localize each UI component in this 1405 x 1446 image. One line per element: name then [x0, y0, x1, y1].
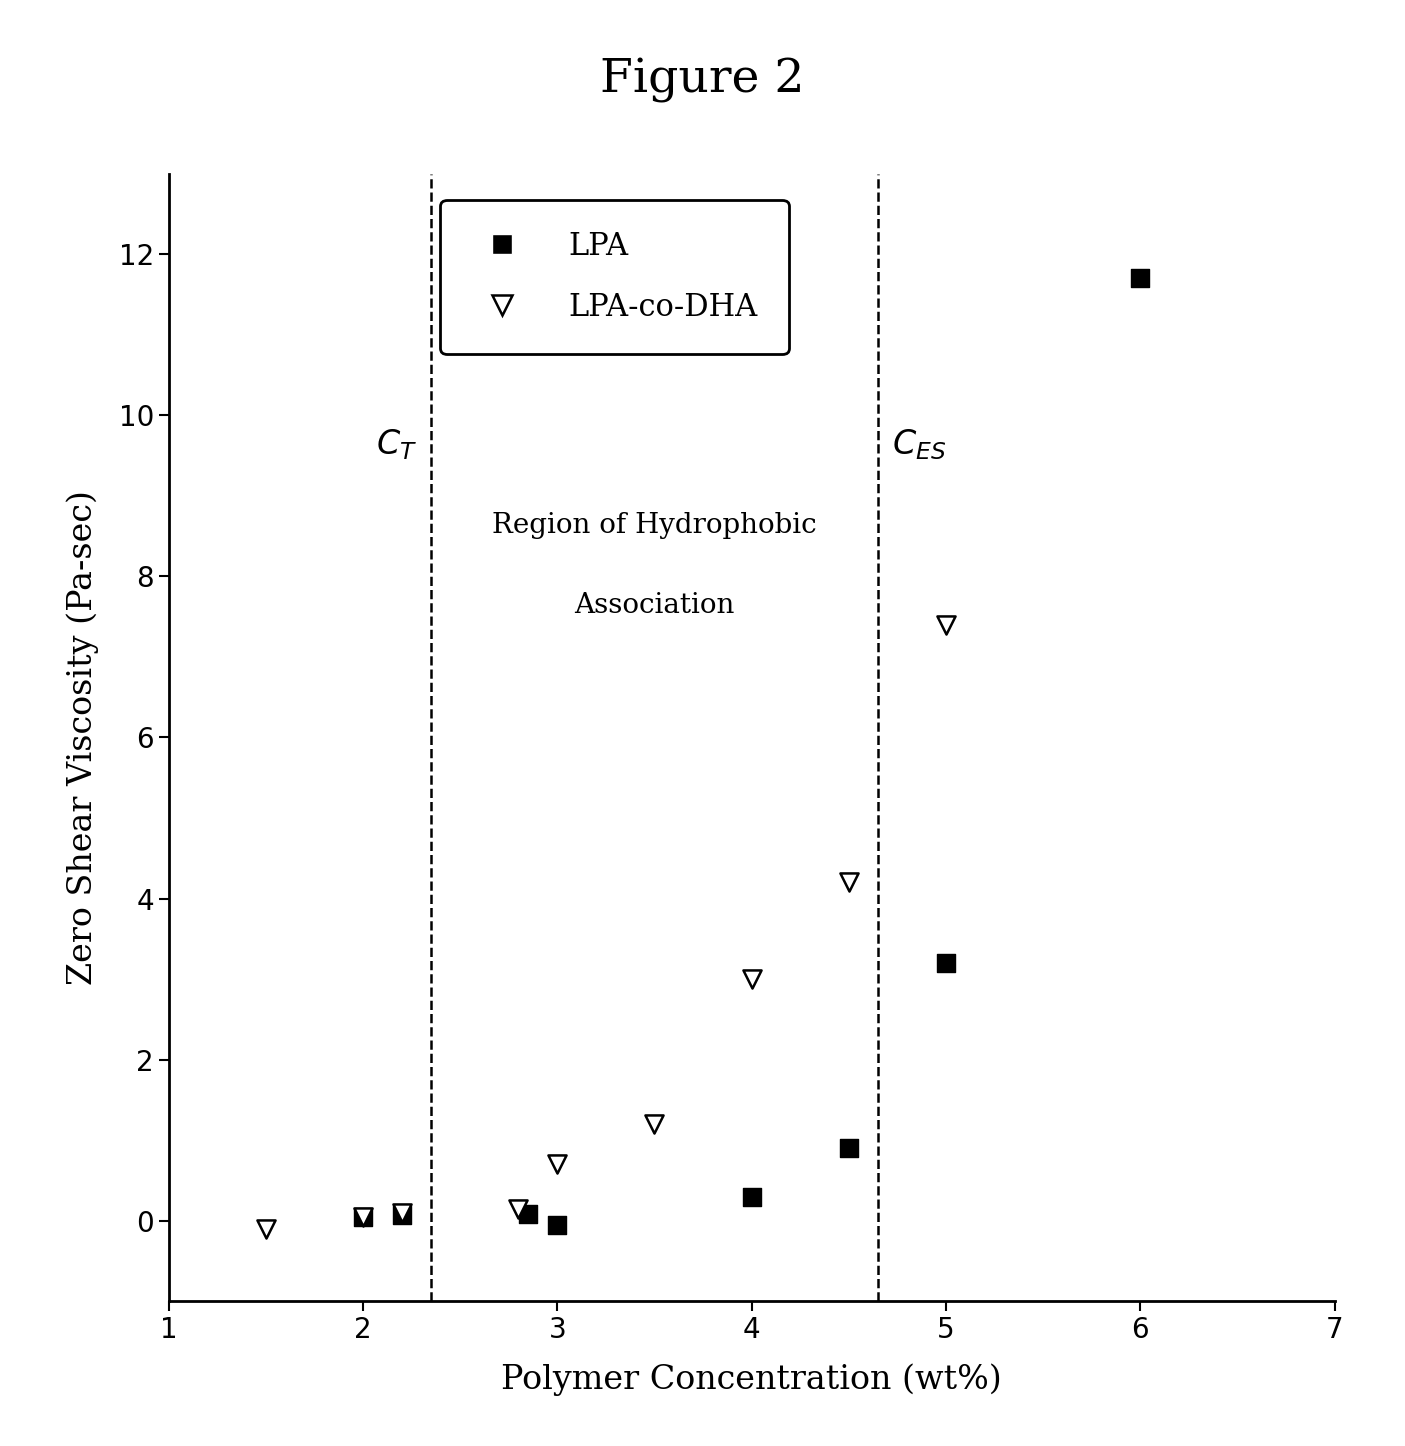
LPA: [517, 1203, 540, 1226]
Text: $C_T$: $C_T$: [377, 428, 417, 461]
LPA-co-DHA: [254, 1218, 277, 1241]
Text: Region of Hydrophobic: Region of Hydrophobic: [492, 512, 816, 539]
LPA-co-DHA: [837, 870, 860, 894]
X-axis label: Polymer Concentration (wt%): Polymer Concentration (wt%): [502, 1364, 1002, 1395]
LPA-co-DHA: [547, 1152, 569, 1176]
LPA: [837, 1137, 860, 1160]
Text: Association: Association: [575, 593, 735, 619]
LPA: [351, 1206, 374, 1229]
Text: $C_{ES}$: $C_{ES}$: [892, 428, 946, 461]
LPA-co-DHA: [643, 1112, 666, 1135]
LPA-co-DHA: [934, 613, 957, 636]
Text: Figure 2: Figure 2: [600, 58, 805, 103]
Legend: LPA, LPA-co-DHA: LPA, LPA-co-DHA: [440, 200, 788, 354]
LPA: [391, 1203, 413, 1226]
LPA-co-DHA: [391, 1202, 413, 1225]
LPA-co-DHA: [740, 967, 763, 991]
LPA: [934, 951, 957, 975]
Y-axis label: Zero Shear Viscosity (Pa-sec): Zero Shear Viscosity (Pa-sec): [66, 490, 100, 985]
LPA-co-DHA: [507, 1197, 530, 1220]
LPA-co-DHA: [351, 1206, 374, 1229]
LPA: [547, 1213, 569, 1236]
LPA: [740, 1186, 763, 1209]
LPA: [1130, 266, 1152, 289]
